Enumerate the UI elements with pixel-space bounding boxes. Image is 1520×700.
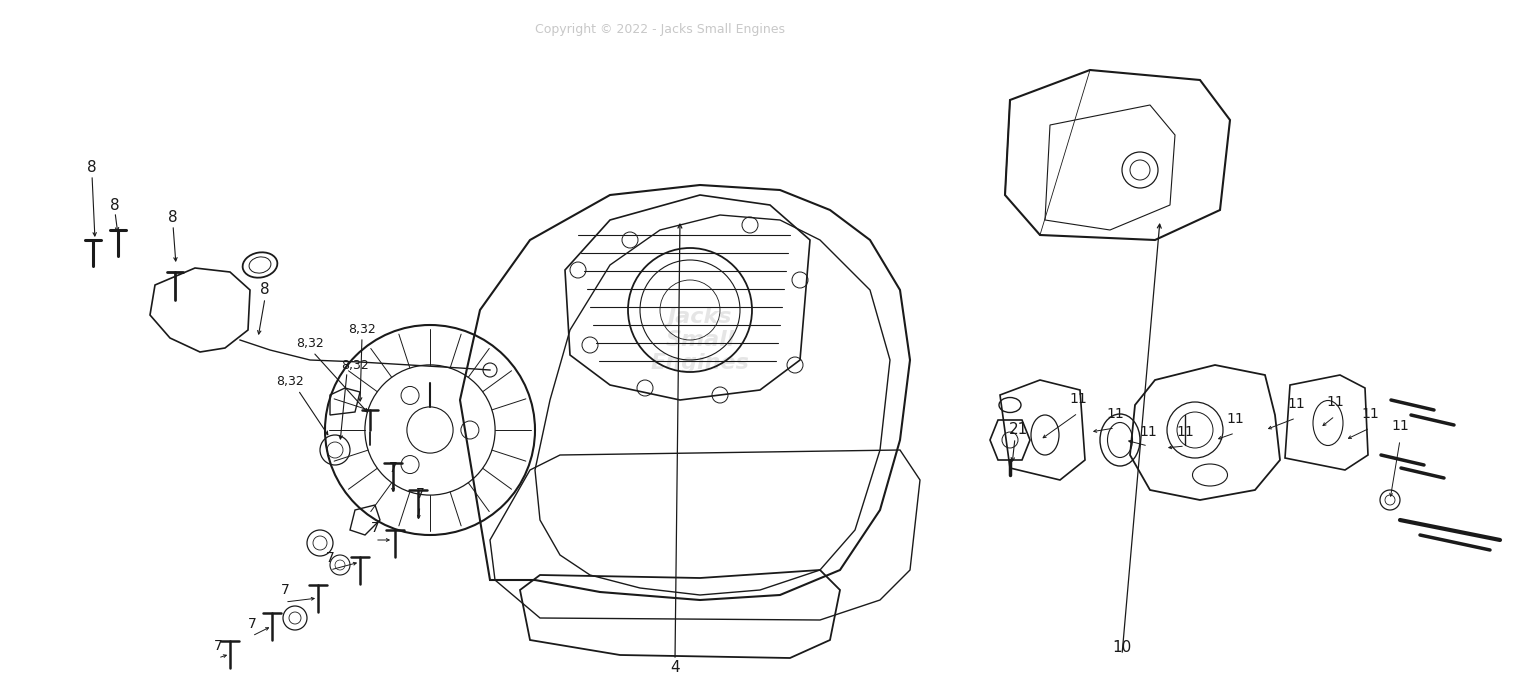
Text: Jacks
Small
Engines: Jacks Small Engines xyxy=(651,307,749,373)
Text: 11: 11 xyxy=(1176,425,1193,439)
Text: 11: 11 xyxy=(1287,397,1304,411)
Text: Copyright © 2022 - Jacks Small Engines: Copyright © 2022 - Jacks Small Engines xyxy=(535,24,784,36)
Text: 7: 7 xyxy=(415,487,424,501)
Text: 7: 7 xyxy=(325,551,334,565)
Text: 8: 8 xyxy=(260,283,271,298)
Text: 8,32: 8,32 xyxy=(277,375,304,389)
Text: 11: 11 xyxy=(1138,425,1157,439)
Text: 11: 11 xyxy=(1107,407,1123,421)
Text: 7: 7 xyxy=(214,639,222,653)
Text: 7: 7 xyxy=(248,617,257,631)
Text: 11: 11 xyxy=(1360,407,1379,421)
Text: 8: 8 xyxy=(87,160,97,176)
Text: 11: 11 xyxy=(1325,395,1344,409)
Text: 8,32: 8,32 xyxy=(296,337,324,351)
Text: 7: 7 xyxy=(389,461,397,475)
Text: 10: 10 xyxy=(1113,640,1131,655)
Text: 8: 8 xyxy=(109,197,120,213)
Text: 11: 11 xyxy=(1391,419,1409,433)
Text: 7: 7 xyxy=(371,521,380,535)
Text: 8: 8 xyxy=(169,211,178,225)
Text: 8,32: 8,32 xyxy=(348,323,375,337)
Text: 21: 21 xyxy=(1008,423,1028,438)
Text: 8,32: 8,32 xyxy=(340,358,369,372)
Text: 11: 11 xyxy=(1069,392,1087,406)
Text: 4: 4 xyxy=(670,661,679,676)
Text: 7: 7 xyxy=(281,583,289,597)
Text: 11: 11 xyxy=(1227,412,1243,426)
